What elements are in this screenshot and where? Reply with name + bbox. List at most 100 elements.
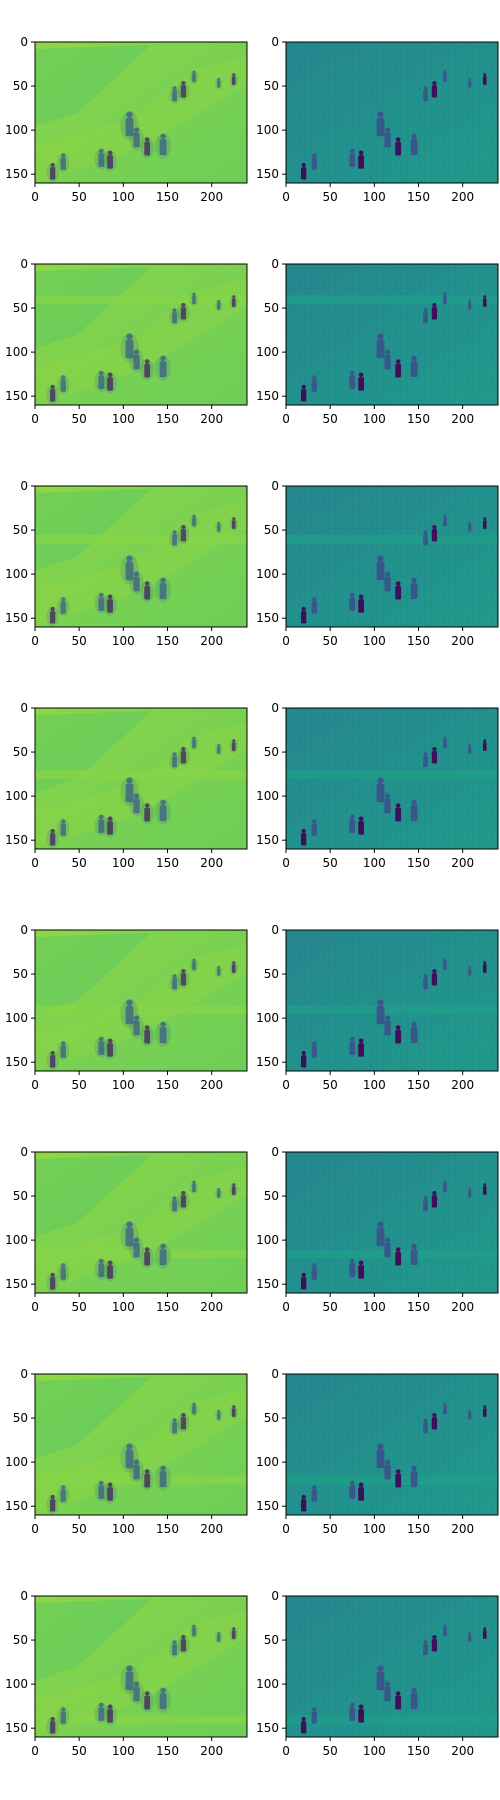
figure-blob <box>349 148 356 167</box>
figure-blob <box>129 1459 144 1483</box>
x-tick-label: 50 <box>323 1300 338 1314</box>
figure-blob <box>46 384 59 405</box>
x-tick-label: 50 <box>72 1078 87 1092</box>
figure-blob <box>423 86 428 102</box>
figure-blob <box>443 1624 447 1637</box>
figure-blob <box>103 1260 117 1282</box>
figure-blob <box>229 295 239 309</box>
figure-blob <box>140 1469 154 1491</box>
x-tick-label: 100 <box>363 1522 386 1536</box>
shift-band <box>35 534 247 544</box>
y-tick-label: 0 <box>20 1367 28 1381</box>
x-tick-label: 200 <box>200 1522 223 1536</box>
x-tick-label: 200 <box>451 1078 474 1092</box>
panel-image <box>286 264 498 405</box>
x-tick-label: 0 <box>282 856 290 870</box>
y-tick-label: 50 <box>264 1411 279 1425</box>
figure-blob <box>103 816 117 838</box>
figure-blob <box>468 965 472 976</box>
axes-frame <box>285 1595 499 1738</box>
figure-blob <box>423 308 428 324</box>
y-tick-label: 150 <box>256 833 279 847</box>
x-tick-label: 0 <box>282 412 290 426</box>
figure-blob <box>376 111 385 137</box>
figure-blob <box>410 799 418 822</box>
y-tick-label: 0 <box>271 1367 279 1381</box>
figure-blob <box>395 359 402 378</box>
x-tick-label: 0 <box>31 1300 39 1314</box>
x-tick-label: 50 <box>323 1522 338 1536</box>
y-tick-label: 150 <box>5 1055 28 1069</box>
figure-blob <box>358 816 364 835</box>
x-tick-label: 100 <box>363 1078 386 1092</box>
figure-blob <box>177 968 190 989</box>
figure-blob <box>423 530 428 546</box>
y-tick-label: 0 <box>20 923 28 937</box>
figure-blob <box>443 1402 447 1415</box>
y-tick-label: 50 <box>264 79 279 93</box>
y-tick-label: 150 <box>5 1277 28 1291</box>
x-tick-label: 0 <box>31 1078 39 1092</box>
axes-frame <box>34 1373 248 1516</box>
figure-blob <box>395 1247 402 1266</box>
figure-blob <box>215 1631 223 1644</box>
figure-blob <box>376 1665 385 1691</box>
x-tick-label: 150 <box>156 1744 179 1758</box>
y-tick-label: 150 <box>256 1499 279 1513</box>
figure-blob <box>177 746 190 767</box>
x-tick-label: 150 <box>156 634 179 648</box>
figure-blob <box>349 592 356 611</box>
axes-frame <box>285 485 499 628</box>
figure-blob <box>103 594 117 616</box>
figure-blob <box>140 1025 154 1047</box>
y-tick-label: 50 <box>13 523 28 537</box>
figure-blob <box>301 828 307 846</box>
x-tick-label: 150 <box>156 856 179 870</box>
figure-blob <box>94 1702 109 1724</box>
y-tick-label: 100 <box>256 1011 279 1025</box>
x-tick-label: 100 <box>363 856 386 870</box>
y-tick-label: 50 <box>264 301 279 315</box>
x-tick-label: 50 <box>72 1522 87 1536</box>
figure-blob <box>443 1180 447 1193</box>
y-tick-label: 50 <box>264 967 279 981</box>
figure-blob <box>169 752 181 770</box>
figure-blob <box>423 1196 428 1212</box>
figure-blob <box>169 974 181 992</box>
figure-blob <box>215 299 223 312</box>
figure-blob <box>169 1640 181 1658</box>
figure-blob <box>129 1237 144 1261</box>
figure-blob <box>410 1687 418 1710</box>
y-tick-label: 100 <box>256 789 279 803</box>
axes-frame <box>34 485 248 628</box>
axes-frame <box>34 1151 248 1294</box>
y-tick-label: 0 <box>271 923 279 937</box>
figure-blob <box>229 517 239 531</box>
figure-blob <box>384 127 391 148</box>
x-tick-label: 50 <box>323 634 338 648</box>
figure-blob <box>103 1038 117 1060</box>
x-tick-label: 150 <box>156 1522 179 1536</box>
figure-blob <box>169 1196 181 1214</box>
figure-blob <box>129 1681 144 1705</box>
figure-blob <box>46 162 59 183</box>
figure-blob <box>46 606 59 627</box>
x-tick-label: 0 <box>282 1300 290 1314</box>
figure-blob <box>155 355 172 381</box>
figure-blob <box>358 372 364 391</box>
y-tick-label: 150 <box>5 1499 28 1513</box>
figure-blob <box>482 1183 487 1195</box>
figure-blob <box>57 153 70 173</box>
figure-blob <box>384 1015 391 1036</box>
figure-blob <box>384 349 391 370</box>
y-tick-label: 50 <box>264 745 279 759</box>
figure-blob <box>46 1272 59 1293</box>
y-tick-label: 150 <box>256 167 279 181</box>
x-tick-label: 100 <box>363 190 386 204</box>
figure-blob <box>395 1025 402 1044</box>
